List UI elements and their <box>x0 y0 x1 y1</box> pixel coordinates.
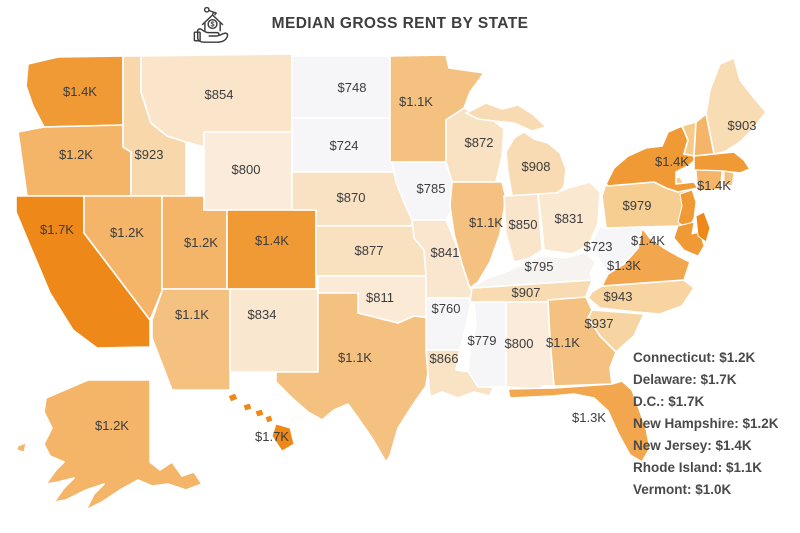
state-ok-label: $811 <box>366 290 394 305</box>
legend-item-delaware: Delaware: $1.7K <box>633 372 737 387</box>
state-ak-label: $1.2K <box>95 418 129 433</box>
legend-item-new-hampshire: New Hampshire: $1.2K <box>633 416 779 431</box>
state-in-label: $850 <box>509 217 538 232</box>
state-ar-label: $760 <box>432 301 461 316</box>
state-nv-label: $1.2K <box>110 225 144 240</box>
state-ut-label: $1.2K <box>184 235 218 250</box>
state-md <box>673 221 705 257</box>
legend-item-vermont: Vermont: $1.0K <box>633 482 732 497</box>
header: $ MEDIAN GROSS RENT BY STATE <box>0 0 800 48</box>
state-md-label: $1.4K <box>631 233 665 248</box>
state-nm-label: $834 <box>248 307 277 322</box>
state-wa-label: $1.4K <box>63 84 97 99</box>
small-states-legend: Connecticut: $1.2K Delaware: $1.7K D.C.:… <box>633 347 798 501</box>
state-nm <box>229 288 319 373</box>
state-wy-label: $800 <box>232 162 261 177</box>
state-ms-label: $779 <box>468 333 497 348</box>
state-de <box>695 211 711 243</box>
state-tx <box>275 292 435 463</box>
state-ia-label: $785 <box>417 181 446 196</box>
state-id-label: $923 <box>135 147 164 162</box>
state-sc-label: $937 <box>585 316 614 331</box>
state-nc <box>587 279 695 315</box>
state-ri <box>723 170 735 187</box>
state-ny-label: $1.4K <box>655 154 689 169</box>
state-wi-label: $872 <box>465 135 494 150</box>
icon-dollar-glyph: $ <box>211 21 215 29</box>
state-or-label: $1.2K <box>59 147 93 162</box>
state-ak <box>16 379 203 511</box>
state-pa-label: $979 <box>623 198 652 213</box>
state-hi-label: $1.7K <box>255 429 289 444</box>
state-al-label: $800 <box>505 336 534 351</box>
state-ma-label: $1.4K <box>697 178 731 193</box>
state-oh-label: $831 <box>555 211 584 226</box>
state-az-label: $1.1K <box>175 307 209 322</box>
state-ky-label: $795 <box>525 259 554 274</box>
hand-holding-house-dollar-icon: $ <box>193 6 229 43</box>
state-fl-label: $1.3K <box>572 410 606 425</box>
state-mi <box>465 102 567 197</box>
state-ne-label: $870 <box>337 190 366 205</box>
state-sc <box>587 309 645 353</box>
state-co-label: $1.4K <box>255 233 289 248</box>
state-tn-label: $907 <box>512 285 541 300</box>
state-hi <box>227 392 295 452</box>
state-nc-label: $943 <box>604 289 633 304</box>
state-shapes <box>15 53 767 511</box>
state-ar <box>425 297 473 351</box>
legend-item-connecticut: Connecticut: $1.2K <box>633 350 756 365</box>
state-co <box>226 209 317 290</box>
state-me <box>705 57 767 155</box>
legend-item-dc: D.C.: $1.7K <box>633 394 705 409</box>
state-il <box>449 181 507 289</box>
state-value-labels: $1.4K $1.2K $1.7K $923 $1.2K $1.2K $1.1K… <box>40 80 756 444</box>
state-tx-label: $1.1K <box>338 350 372 365</box>
state-wv-label: $723 <box>584 239 613 254</box>
state-mt-label: $854 <box>205 87 234 102</box>
state-fl <box>507 380 651 463</box>
state-nv <box>83 195 163 321</box>
state-ga <box>547 296 617 387</box>
state-mo-label: $841 <box>431 245 460 260</box>
legend-item-new-jersey: New Jersey: $1.4K <box>633 438 752 453</box>
state-mi-label: $908 <box>522 159 551 174</box>
state-oh <box>537 181 601 255</box>
state-ky <box>469 251 597 289</box>
state-sd-label: $724 <box>330 138 359 153</box>
page-title: MEDIAN GROSS RENT BY STATE <box>271 15 529 32</box>
state-vt <box>681 121 697 157</box>
state-me-label: $903 <box>728 118 757 133</box>
state-la-label: $866 <box>430 351 459 366</box>
state-ct <box>695 169 723 192</box>
state-nd-label: $748 <box>338 80 367 95</box>
state-mn-label: $1.1K <box>399 94 433 109</box>
legend-item-rhode-island: Rhode Island: $1.1K <box>633 460 763 475</box>
state-va-label: $1.3K <box>607 258 641 273</box>
state-ca-label: $1.7K <box>40 222 74 237</box>
state-il-label: $1.1K <box>469 215 503 230</box>
state-ks-label: $877 <box>355 243 384 258</box>
state-az <box>151 288 231 391</box>
state-ga-label: $1.1K <box>546 335 580 350</box>
